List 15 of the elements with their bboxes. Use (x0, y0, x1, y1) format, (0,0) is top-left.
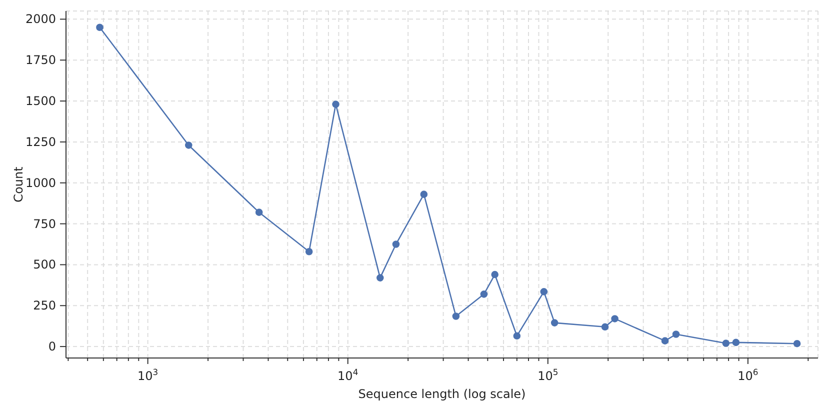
y-tick-label: 1500 (25, 94, 56, 108)
x-tick-label: 10$^{6}$ (738, 367, 758, 383)
y-axis-title: Count (11, 166, 26, 202)
y-tick-label: 1750 (25, 53, 56, 68)
x-tick-label: 10$^{5}$ (538, 367, 558, 383)
y-tick-label: 1250 (25, 134, 56, 149)
y-tick-label: 250 (33, 298, 56, 313)
y-tick-label: 500 (33, 258, 56, 272)
x-tick-label: 10$^{3}$ (137, 367, 158, 383)
x-tick-label: 10$^{4}$ (338, 367, 358, 383)
y-tick-label: 750 (33, 216, 56, 231)
y-tick-label: 0 (48, 340, 56, 354)
y-tick-label: 1000 (25, 176, 56, 190)
x-axis-title: Sequence length (log scale) (358, 387, 526, 401)
y-tick-label: 2000 (25, 12, 56, 26)
